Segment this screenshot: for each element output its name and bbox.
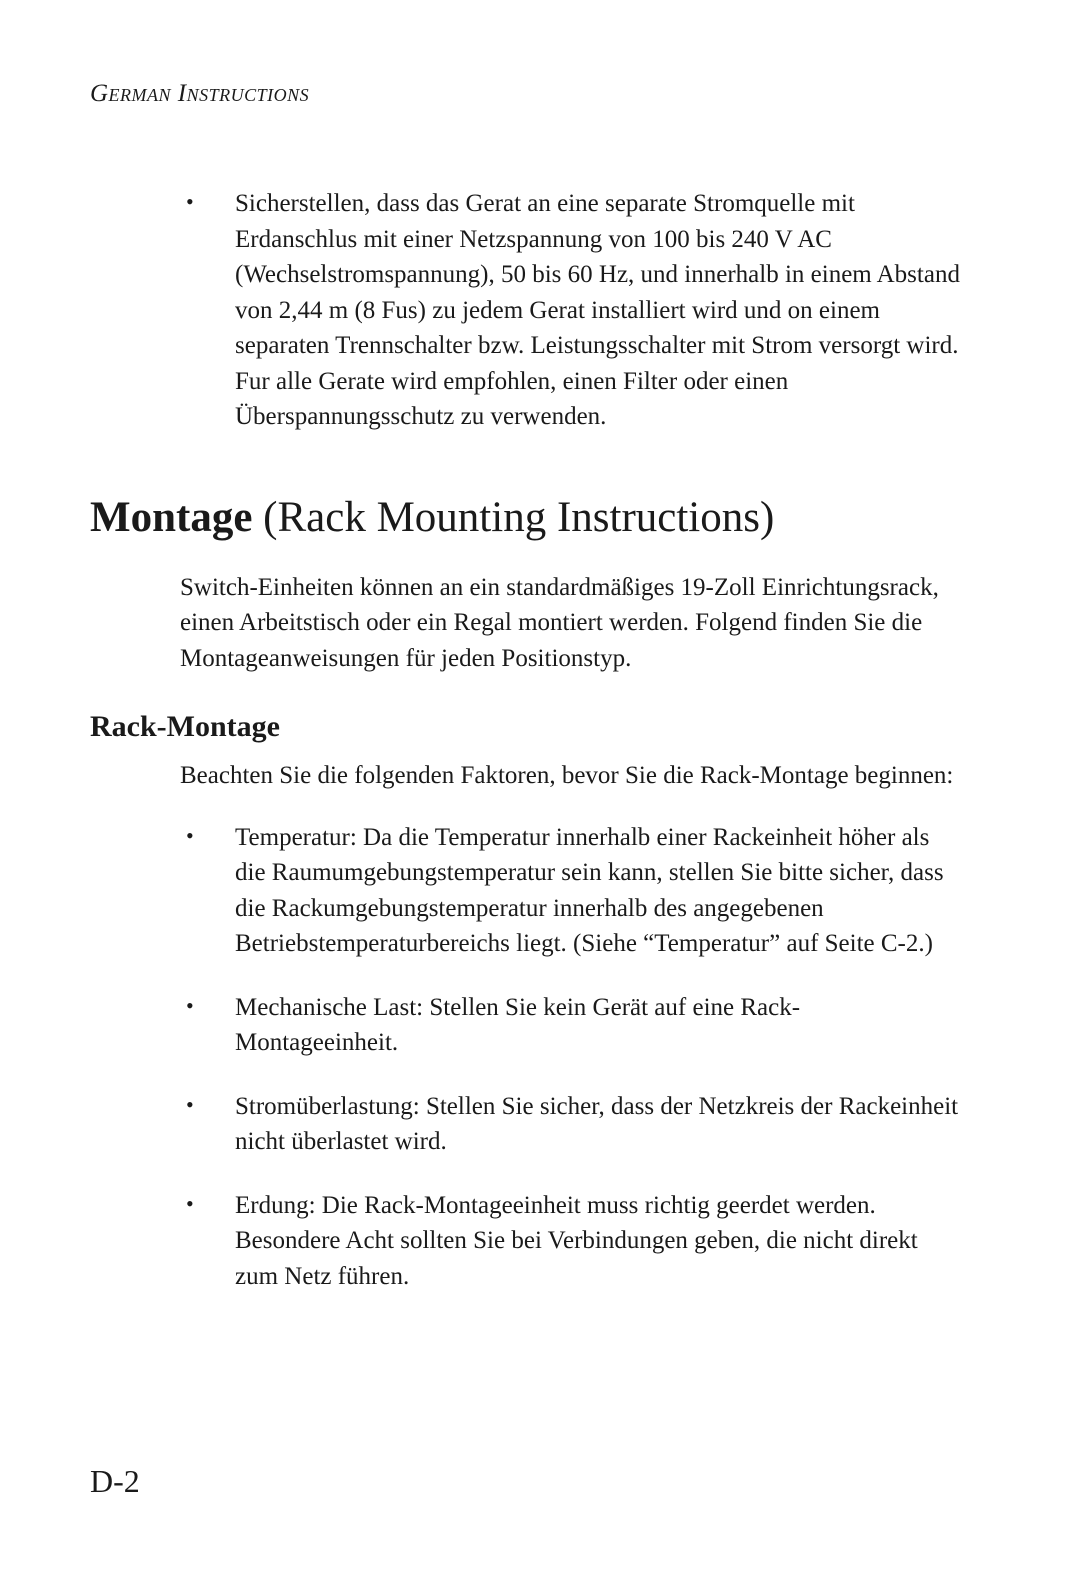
section-heading-montage: Montage (Rack Mounting Instructions) — [90, 493, 990, 542]
section-heading-bold: Montage — [90, 494, 252, 541]
list-item: Sicherstellen, dass das Gerat an eine se… — [180, 186, 960, 435]
body-column: Switch-Einheiten können an ein standardm… — [180, 570, 960, 677]
list-item: Stromüberlastung: Stellen Sie sicher, da… — [180, 1089, 960, 1160]
rack-mounting-bullet-list: Temperatur: Da die Temperatur innerhalb … — [180, 820, 960, 1295]
page-number: D-2 — [90, 1463, 140, 1500]
list-item: Temperatur: Da die Temperatur innerhalb … — [180, 820, 960, 962]
list-item: Mechanische Last: Stellen Sie kein Gerät… — [180, 990, 960, 1061]
section-heading-rest: (Rack Mounting Instructions) — [252, 494, 774, 541]
running-head: German Instructions — [90, 80, 990, 108]
body-column: Sicherstellen, dass das Gerat an eine se… — [180, 186, 960, 435]
page: German Instructions Sicherstellen, dass … — [0, 0, 1080, 1570]
list-item: Erdung: Die Rack-Montageeinheit muss ric… — [180, 1188, 960, 1295]
intro-bullet-list: Sicherstellen, dass das Gerat an eine se… — [180, 186, 960, 435]
section-intro-paragraph: Switch-Einheiten können an ein standardm… — [180, 570, 960, 677]
subsection-heading-rack-montage: Rack-Montage — [90, 710, 990, 744]
body-column: Beachten Sie die folgenden Faktoren, bev… — [180, 758, 960, 1294]
subsection-intro-paragraph: Beachten Sie die folgenden Faktoren, bev… — [180, 758, 960, 794]
